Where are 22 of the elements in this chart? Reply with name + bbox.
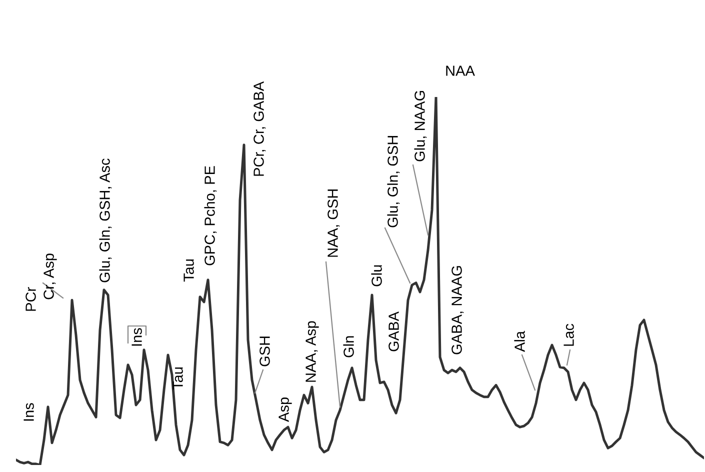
- annotation: Glu, Gln, GSH: [387, 136, 400, 228]
- annotation: PCr, Cr, GABA: [254, 81, 266, 176]
- annotation: Glu, NAAG: [414, 90, 427, 162]
- annotation: Ala: [514, 330, 525, 352]
- annotation: Asp: [278, 397, 292, 422]
- text: NAA: [446, 66, 475, 76]
- annotation: Cr, Asp: [44, 254, 57, 300]
- annotation: Glu, Gln, GSH, Asc: [99, 158, 112, 282]
- annotation: Gln: [343, 336, 354, 358]
- annotation: Tau: [172, 367, 183, 390]
- annotation: Glu: [371, 265, 382, 286]
- annotation: NAA, Asp: [306, 321, 319, 382]
- annotation: GABA: [388, 312, 399, 352]
- annotation: GSH: [260, 336, 270, 366]
- annotation: GABA, NAAG: [452, 266, 464, 354]
- annotation: NAA, GSH: [328, 190, 340, 257]
- annotation: PCr: [26, 287, 36, 311]
- annotation: Ins: [132, 328, 142, 346]
- annotation: GPC, Pcho, PE: [204, 166, 217, 266]
- annotation: Tau: [184, 259, 194, 282]
- annotation: Lac: [564, 324, 574, 346]
- annotation: Ins: [24, 403, 34, 421]
